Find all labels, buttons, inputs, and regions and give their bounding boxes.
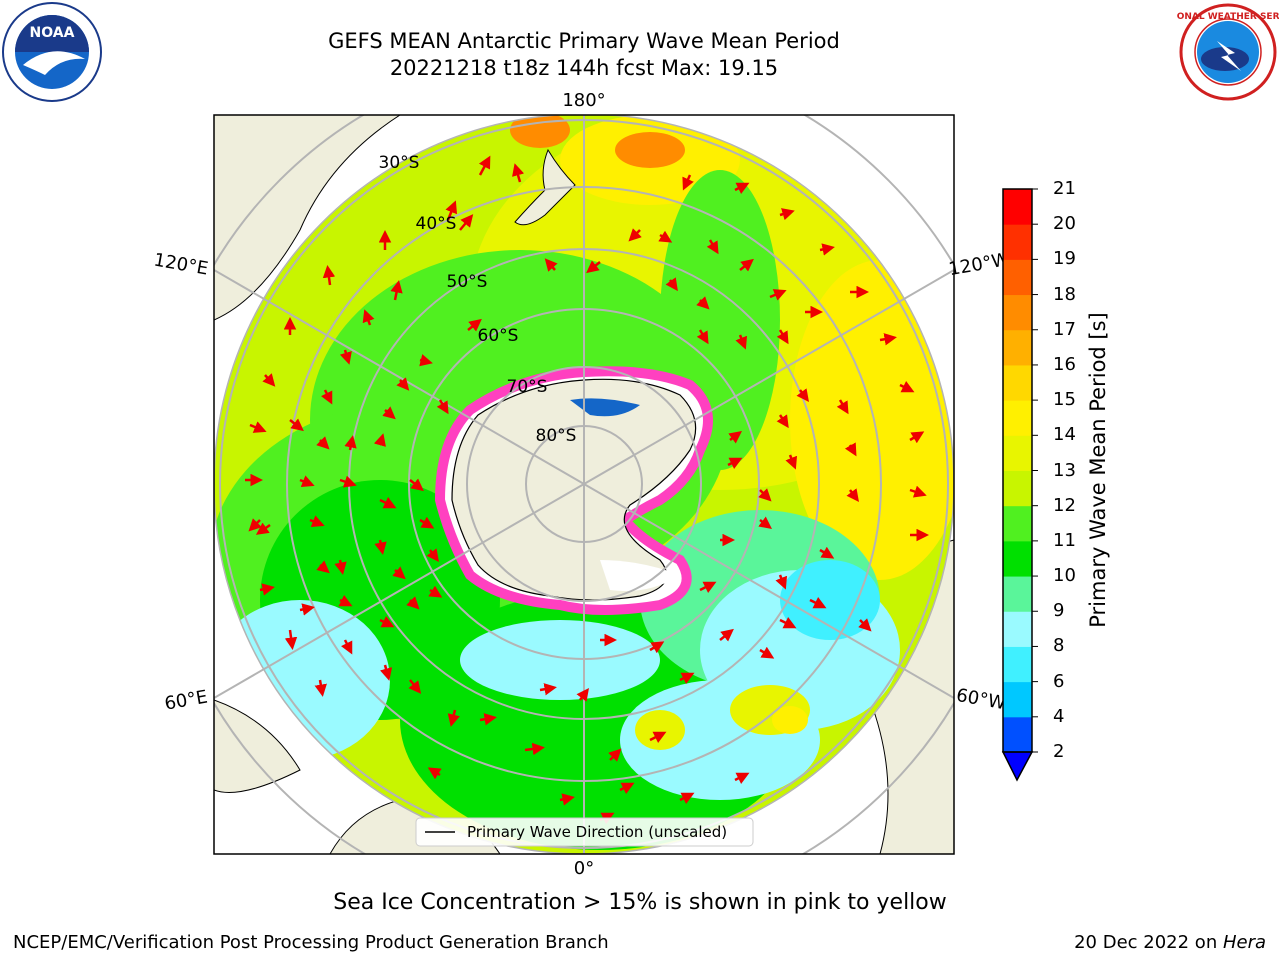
colorbar-segment: [1003, 364, 1032, 401]
colorbar-tick-label: 15: [1053, 389, 1076, 411]
footer-machine: Hera: [1222, 932, 1266, 953]
colorbar-tick-label: 9: [1053, 600, 1065, 622]
colorbar-tick-label: 13: [1053, 459, 1076, 481]
lat-label-50s: 50°S: [447, 272, 488, 292]
nws-logo: NATIONAL WEATHER SERVICE: [1177, 3, 1279, 101]
colorbar-segment: [1003, 611, 1032, 647]
colorbar-tick-label: 8: [1053, 635, 1065, 657]
colorbar-tick-label: 2: [1053, 741, 1065, 762]
lat-label-60s: 60°S: [478, 326, 519, 346]
chart-title-line1: GEFS MEAN Antarctic Primary Wave Mean Pe…: [328, 29, 840, 53]
noaa-logo: NOAA: [2, 2, 102, 102]
colorbar-segment: [1003, 576, 1032, 612]
colorbar-tick-label: 17: [1053, 318, 1076, 340]
colorbar: [1003, 188, 1038, 753]
colorbar-segment: [1003, 294, 1032, 331]
colorbar-segment: [1003, 505, 1032, 542]
footer-credit: NCEP/EMC/Verification Post Processing Pr…: [13, 932, 609, 953]
lon-label-60e: 60°E: [163, 686, 209, 714]
colorbar-segment: [1003, 224, 1032, 260]
footer-date: 20 Dec 2022 on Hera: [1074, 932, 1266, 953]
colorbar-tick-label: 6: [1053, 670, 1065, 692]
colorbar-title: Primary Wave Mean Period [s]: [1086, 312, 1110, 628]
lat-label-40s: 40°S: [416, 214, 457, 234]
colorbar-segment: [1003, 716, 1032, 753]
lon-label-0: 0°: [574, 858, 594, 879]
wave-direction-arrows: [245, 155, 929, 824]
colorbar-segment: [1003, 189, 1032, 225]
colorbar-segment: [1003, 681, 1032, 718]
colorbar-segment: [1003, 329, 1032, 366]
footer-date-text: 20 Dec 2022 on: [1074, 932, 1223, 953]
noaa-logo-text: NOAA: [30, 25, 75, 41]
lon-label-180: 180°: [562, 90, 605, 111]
colorbar-tick-label: 12: [1053, 494, 1076, 516]
lon-label-60w: 60°W: [955, 685, 1008, 714]
colorbar-tick-label: 18: [1053, 283, 1076, 305]
colorbar-tick-label: 4: [1053, 705, 1065, 727]
colorbar-tick-label: 21: [1053, 178, 1076, 199]
lat-label-70s: 70°S: [507, 377, 548, 397]
map-legend: Primary Wave Direction (unscaled): [415, 817, 754, 847]
chart-title-line2: 20221218 t18z 144h fcst Max: 19.15: [389, 56, 779, 80]
colorbar-segment: [1003, 435, 1032, 471]
colorbar-extend-triangle: [1001, 751, 1034, 782]
colorbar-segment: [1003, 259, 1032, 296]
colorbar-tick-label: 16: [1053, 353, 1076, 375]
colorbar-segment: [1003, 400, 1032, 436]
colorbar-segment: [1003, 540, 1032, 577]
colorbar-tick-label: 10: [1053, 565, 1076, 587]
colorbar-segment: [1003, 470, 1032, 507]
legend-label: Primary Wave Direction (unscaled): [467, 823, 727, 841]
colorbar-tick-label: 11: [1053, 529, 1076, 551]
lat-label-80s: 80°S: [536, 426, 577, 446]
lon-label-120e: 120°E: [152, 249, 210, 279]
lon-label-120w: 120°W: [947, 249, 1011, 280]
colorbar-tick-label: 19: [1053, 248, 1076, 270]
colorbar-tick-label: 20: [1053, 213, 1076, 235]
sea-ice-note: Sea Ice Concentration > 15% is shown in …: [333, 890, 947, 915]
colorbar-tick-label: 14: [1053, 424, 1076, 446]
nws-logo-text: NATIONAL WEATHER SERVICE: [1177, 12, 1279, 22]
colorbar-segment: [1003, 646, 1032, 683]
lat-label-30s: 30°S: [379, 153, 420, 173]
